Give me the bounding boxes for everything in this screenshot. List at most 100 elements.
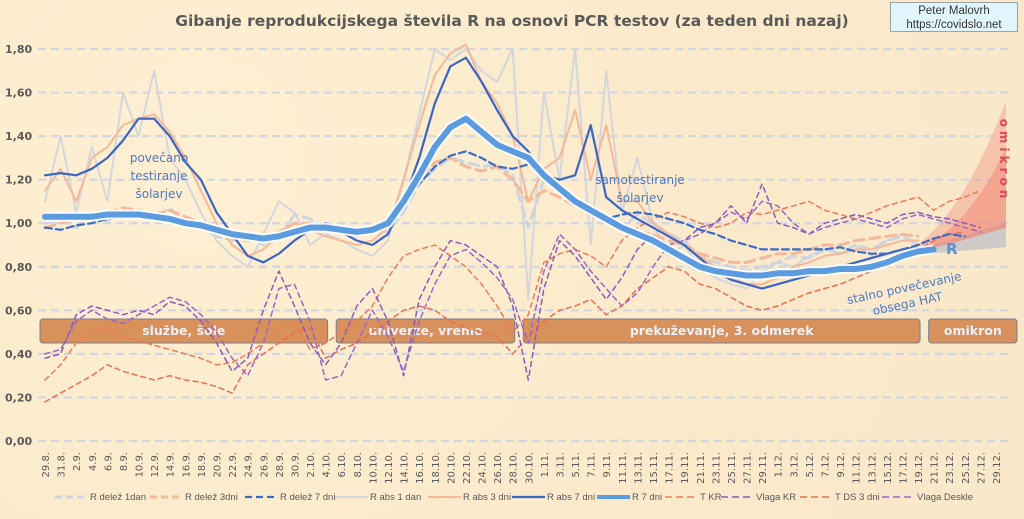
x-tick-label: 19.11. (680, 452, 691, 484)
x-tick-label: 3.12. (789, 452, 800, 477)
annotation-line: šolarjev (616, 191, 663, 205)
x-tick-label: 19.12. (914, 452, 925, 484)
series-r-dele-3dni (43, 156, 920, 264)
x-tick-label: 18.9. (197, 452, 208, 477)
series-r-7-dni (42, 115, 937, 279)
legend-item: R delež 7 dni (245, 492, 335, 503)
x-tick-label: 17.12. (898, 452, 909, 484)
legend-label: R 7 dni (632, 492, 662, 503)
x-tick-label: 28.9. (275, 452, 286, 477)
x-tick-label: 17.11. (665, 452, 676, 484)
x-tick-label: 21.12. (930, 452, 941, 484)
x-tick-label: 23.11. (711, 452, 722, 484)
x-tick-label: 4.10. (322, 452, 333, 477)
x-tick-label: 9.11. (602, 452, 613, 477)
x-tick-label: 20.9. (212, 452, 223, 477)
period-bar (522, 318, 921, 344)
series-vlaga-kr (44, 183, 982, 381)
x-tick-label: 12.9. (150, 452, 161, 477)
y-tick-label: 1,40 (5, 130, 32, 143)
legend-item: R abs 1 dan (335, 492, 421, 503)
legend-item: R delež 1dan (55, 492, 146, 503)
credit-box: Peter Malovrh https://covidslo.net (890, 2, 1018, 32)
x-tick-label: 7.12. (821, 452, 832, 477)
x-tick-label: 9.12. (836, 452, 847, 477)
x-tick-label: 1.11. (540, 452, 551, 477)
x-tick-label: 27.12. (976, 452, 987, 484)
series-r-dele-7-dni (43, 150, 966, 255)
period-label: univerze, vreme (368, 323, 482, 338)
x-tick-label: 25.11. (727, 452, 738, 484)
legend-item: R 7 dni (597, 492, 662, 503)
x-tick-label: 26.9. (259, 452, 270, 477)
x-tick-label: 24.9. (244, 452, 255, 477)
x-tick-label: 2.10. (306, 452, 317, 477)
x-tick-label: 2.9. (72, 452, 83, 471)
chart-title: Gibanje reprodukcijskega števila R na os… (175, 12, 848, 30)
series-lines (42, 43, 982, 403)
legend-label: Vlaga Deskle (917, 492, 973, 503)
x-tick-label: 5.12. (805, 452, 816, 477)
x-axis-ticks: 29.8. 31.8. 2.9. 4.9. 6.9. 8.9. 10.9. 12.9. 14.9… (41, 452, 1003, 484)
x-tick-label: 5.11. (571, 452, 582, 477)
legend-label: R delež 7 dni (280, 492, 335, 503)
legend-label: R abs 1 dan (370, 492, 421, 503)
series-r-abs-7-dni (43, 56, 920, 290)
x-tick-label: 6.9. (103, 452, 114, 471)
x-tick-label: 4.9. (88, 452, 99, 471)
y-tick-label: 0,80 (5, 261, 32, 274)
annotation-r-label: R (946, 240, 958, 258)
y-tick-label: 1,80 (5, 43, 32, 56)
x-tick-label: 21.11. (696, 452, 707, 484)
x-tick-label: 23.12. (945, 452, 956, 484)
period-label: omikron (944, 323, 1002, 338)
x-tick-label: 15.12. (883, 452, 894, 484)
x-tick-label: 14.9. (166, 452, 177, 477)
x-tick-label: 15.11. (649, 452, 660, 484)
legend-item: Vlaga KR (721, 492, 796, 503)
credit-url[interactable]: https://covidslo.net (906, 19, 1002, 31)
x-tick-label: 6.10. (337, 452, 348, 477)
x-tick-label: 31.8. (57, 452, 68, 477)
x-tick-label: 22.9. (228, 452, 239, 477)
legend-item: R abs 7 dni (512, 492, 595, 503)
y-axis-ticks: 0,00 0,20 0,40 0,60 0,80 1,00 1,20 1,40 1,60 1,80 (5, 43, 32, 448)
x-tick-label: 24.10. (478, 452, 489, 484)
x-tick-label: 7.11. (587, 452, 598, 477)
legend-item: T KR (665, 492, 722, 503)
legend: R delež 1dan R delež 3dni R delež 7 dni R a… (55, 492, 973, 503)
x-tick-label: 12.10. (384, 452, 395, 484)
x-tick-label: 11.11. (618, 452, 629, 484)
x-tick-label: 8.10. (353, 452, 364, 477)
annotation-line: povečano (130, 151, 188, 165)
annotation-line: testiranje (131, 169, 188, 183)
annotation-line: samotestiranje (595, 173, 685, 187)
legend-label: T KR (700, 492, 722, 503)
credit-author: Peter Malovrh (918, 5, 990, 17)
x-tick-label: 29.11. (758, 452, 769, 484)
x-tick-label: 25.12. (961, 452, 972, 484)
series-vlaga-deskle (44, 200, 982, 381)
x-tick-label: 3.11. (555, 452, 566, 477)
x-tick-label: 10.10. (368, 452, 379, 484)
period-label: službe, šole (142, 323, 225, 338)
period-label: prekuževanje, 3. odmerek (630, 323, 814, 338)
annotation-line: šolarjev (135, 187, 182, 201)
period-bar (39, 318, 329, 344)
legend-label: R abs 7 dni (547, 492, 595, 503)
annotation-samotestiranje: samotestiranje šolarjev (595, 173, 685, 205)
y-tick-label: 0,40 (5, 348, 32, 361)
legend-label: R delež 3dni (185, 492, 238, 503)
x-tick-label: 11.12. (852, 452, 863, 484)
y-tick-label: 0,00 (5, 435, 32, 448)
x-tick-label: 28.10. (509, 452, 520, 484)
legend-item: T DS 3 dni (800, 492, 880, 503)
y-tick-label: 1,60 (5, 87, 32, 100)
x-tick-label: 14.10. (400, 452, 411, 484)
x-tick-label: 13.12. (867, 452, 878, 484)
period-bar (928, 318, 1018, 344)
legend-label: Vlaga KR (756, 492, 796, 503)
omicron-projection-inner (917, 147, 1006, 250)
